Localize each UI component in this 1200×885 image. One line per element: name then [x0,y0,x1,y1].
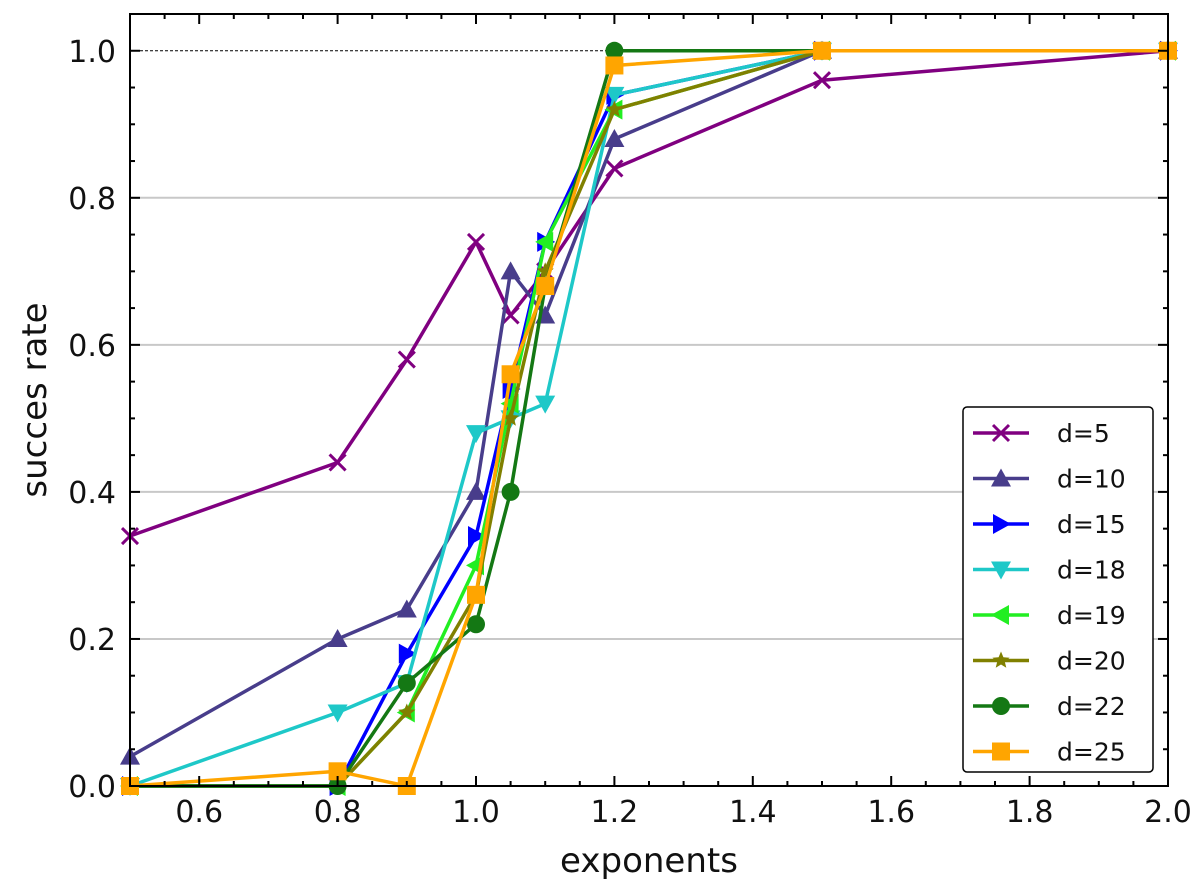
data-point [466,425,486,444]
legend-label: d=25 [1057,738,1126,767]
legend-marker [991,423,1011,443]
x-tick-label: 0.8 [314,795,362,830]
data-point [536,277,555,296]
data-point [327,704,348,723]
data-point [398,703,416,720]
data-point [396,599,417,618]
data-point [466,232,486,251]
axis-ticks [129,13,1169,787]
data-point [536,262,554,279]
data-point [467,585,485,604]
y-tick-label: 0.0 [68,770,116,805]
y-tick-label: 0.2 [68,623,116,658]
data-point [398,643,417,664]
data-point [501,365,520,384]
legend-item: d=10 [973,465,1126,494]
legend-marker [992,742,1010,761]
legend-item: d=18 [973,556,1126,585]
legend: d=5 d=10 d=15 d=18 d=19 d=20 d=22 d=25 [962,406,1154,773]
x-tick-label: 1.8 [1006,795,1054,830]
legend-label: d=5 [1057,419,1110,448]
data-point [328,453,347,472]
data-point [813,41,831,60]
data-point [467,615,485,634]
data-point [397,674,416,693]
data-point [328,762,347,781]
x-tick-label: 1.6 [867,795,915,830]
y-tick-label: 1.0 [68,35,116,70]
legend-marker [991,468,1011,487]
x-tick-label: 1.0 [452,795,500,830]
legend-label: d=19 [1057,601,1126,630]
legend-label: d=10 [1057,465,1126,494]
data-point [605,41,624,60]
y-axis-label: succes rate [15,302,55,497]
legend-label: d=20 [1057,647,1126,676]
legend-marker [992,651,1010,668]
legend-item: d=25 [973,738,1126,767]
y-tick-label: 0.4 [68,476,116,511]
data-point [535,395,556,414]
legend-marker [992,697,1010,715]
legend-marker [991,605,1009,625]
series-layer [120,40,1178,796]
data-point [501,482,520,501]
legend-item: d=20 [973,647,1126,676]
data-point [397,350,416,369]
legend-box [962,406,1154,773]
data-point [605,159,624,178]
x-axis-label: exponents [560,841,738,881]
data-point [468,526,486,547]
data-point [500,261,521,280]
tick-labels: 0.6 0.8 1.0 1.2 1.4 1.6 1.8 2.0 0.0 0.2 0.4 0.6 0.8 1… [68,35,1192,830]
x-tick-label: 0.6 [175,795,223,830]
data-point [605,100,623,117]
data-point [535,231,554,252]
legend-item: d=15 [973,510,1126,539]
data-point [502,409,520,426]
x-tick-label: 1.4 [729,795,777,830]
data-point [604,86,625,105]
legend-marker [991,561,1011,580]
y-tick-label: 0.8 [68,182,116,217]
legend-label: d=22 [1057,692,1126,721]
legend-item: d=5 [973,419,1110,448]
legend-marker [993,514,1011,534]
data-point [466,481,486,500]
legend-item: d=19 [973,601,1126,630]
data-point [604,128,625,147]
data-point [812,71,832,90]
legend-label: d=18 [1057,556,1126,585]
y-tick-label: 0.6 [68,329,116,364]
data-point [605,56,624,75]
data-point [327,628,348,647]
legend-label: d=15 [1057,510,1126,539]
x-tick-label: 1.2 [591,795,639,830]
legend-item: d=22 [973,692,1126,721]
x-tick-label: 2.0 [1144,795,1192,830]
